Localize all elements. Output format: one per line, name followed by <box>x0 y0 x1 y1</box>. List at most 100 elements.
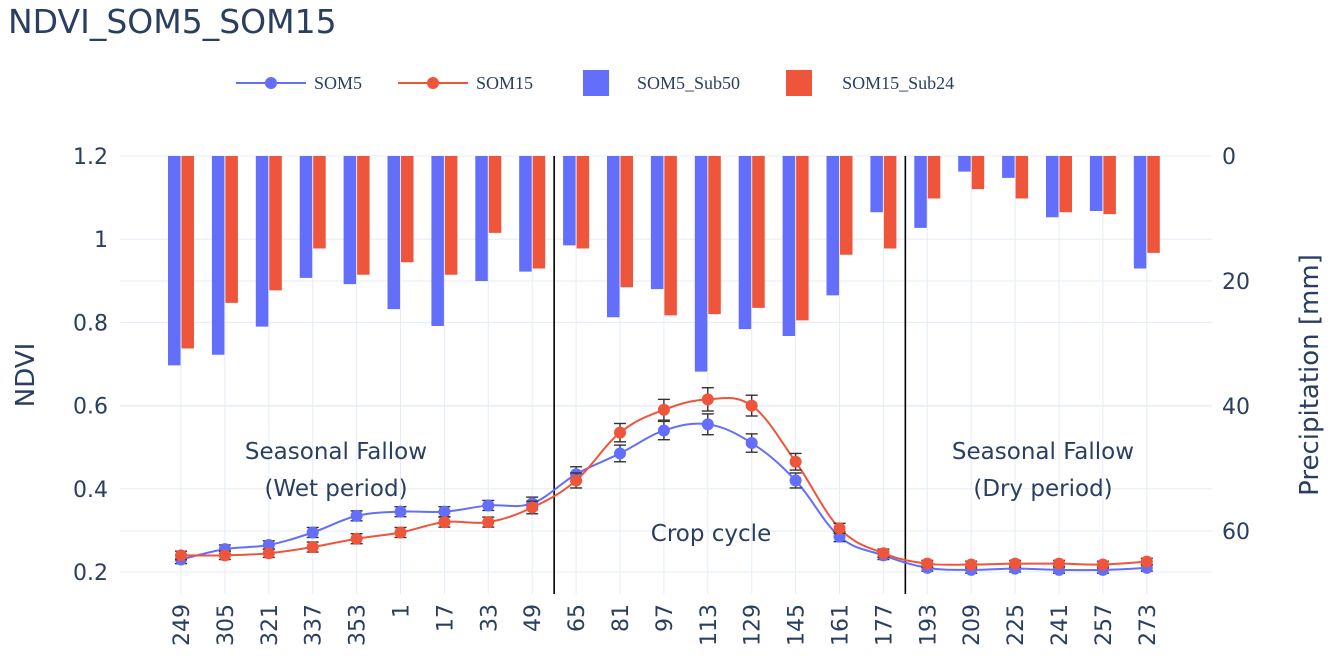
bar-som5_sub50 <box>475 156 488 281</box>
legend-bar-icon <box>786 70 813 96</box>
legend-label-som15: SOM15 <box>476 72 534 93</box>
bar-som5_sub50 <box>607 156 620 318</box>
bar-som15_sub24 <box>752 156 765 308</box>
point-som15 <box>789 455 802 468</box>
annotation-wet-fallow: Seasonal Fallow <box>245 439 427 465</box>
legend-label-som15-sub24: SOM15_Sub24 <box>842 72 955 93</box>
x-tick-label: 161 <box>829 604 854 646</box>
bar-som15_sub24 <box>840 156 853 255</box>
x-tick-label: 305 <box>214 604 239 646</box>
x-tick-label: 321 <box>258 604 283 646</box>
bar-som5_sub50 <box>1133 156 1147 269</box>
bar-som5_sub50 <box>1046 156 1059 218</box>
legend-item-som15[interactable]: SOM15 <box>398 73 533 94</box>
point-som15 <box>1096 558 1109 571</box>
x-tick-label: 177 <box>872 604 897 646</box>
bar-som15_sub24 <box>1147 156 1160 253</box>
point-som5 <box>350 509 363 522</box>
bar-som5_sub50 <box>431 156 444 326</box>
x-tick-label: 81 <box>609 604 634 632</box>
point-som15 <box>306 541 319 554</box>
y-tick-label: 0.6 <box>73 395 108 420</box>
point-som15 <box>526 501 539 514</box>
y2-tick-label: 0 <box>1222 145 1236 170</box>
bar-som5_sub50 <box>168 156 181 366</box>
bar-som5_sub50 <box>914 156 927 228</box>
x-tick-label: 353 <box>346 604 371 646</box>
point-som15 <box>218 549 231 562</box>
point-som15 <box>701 393 714 406</box>
x-tick-label: 249 <box>170 604 195 646</box>
point-som15 <box>1053 557 1065 570</box>
bar-som15_sub24 <box>488 156 502 233</box>
bar-som15_sub24 <box>1059 156 1072 213</box>
bar-som15_sub24 <box>225 156 238 303</box>
bar-som5_sub50 <box>650 156 664 290</box>
x-tick-label: 49 <box>521 604 546 632</box>
x-tick-label: 145 <box>785 604 810 646</box>
bar-som5_sub50 <box>870 156 883 213</box>
point-som5 <box>482 499 495 512</box>
bar-som15_sub24 <box>313 156 326 249</box>
legend-item-som5[interactable]: SOM5 <box>236 73 362 94</box>
legend-line-marker-icon <box>236 77 306 89</box>
point-som15 <box>745 399 758 412</box>
point-som5 <box>394 505 407 518</box>
bar-som5_sub50 <box>958 156 971 172</box>
bar-som15_sub24 <box>664 156 677 316</box>
bar-som5_sub50 <box>519 156 532 272</box>
bar-som15_sub24 <box>401 156 414 263</box>
bar-som5_sub50 <box>343 156 357 285</box>
legend-item-som15-sub24[interactable]: SOM15_Sub24 <box>782 68 954 98</box>
bar-som5_sub50 <box>387 156 400 310</box>
y-tick-label: 1 <box>94 228 108 253</box>
bar-som5_sub50 <box>738 156 752 330</box>
annotation-dry-period: (Dry period) <box>973 476 1112 502</box>
bar-som15_sub24 <box>532 156 546 269</box>
point-som15 <box>350 532 363 545</box>
bar-som15_sub24 <box>357 156 370 275</box>
x-tick-label: 193 <box>916 604 941 646</box>
legend-bar-icon <box>583 70 610 96</box>
point-som5 <box>657 424 670 437</box>
x-tick-label: 1 <box>390 604 415 618</box>
y2-axis-title: Precipitation [mm] <box>1295 254 1325 496</box>
legend-item-som5-sub50[interactable]: SOM5_Sub50 <box>579 68 740 98</box>
bar-som5_sub50 <box>1002 156 1015 178</box>
x-tick-label: 33 <box>477 604 502 632</box>
x-tick-label: 241 <box>1048 604 1073 646</box>
bar-som15_sub24 <box>708 156 721 315</box>
x-tick-label: 209 <box>960 604 985 646</box>
bar-som15_sub24 <box>796 156 809 321</box>
bar-som15_sub24 <box>1103 156 1116 215</box>
legend[interactable]: SOM5 SOM15 SOM5_Sub50 SOM15_Sub24 <box>236 68 990 98</box>
vline-layer <box>553 156 907 594</box>
x-tick-label: 65 <box>565 604 590 632</box>
x-tick-label: 97 <box>653 604 678 632</box>
y-tick-label: 0.2 <box>73 561 108 586</box>
bar-som5_sub50 <box>782 156 796 336</box>
point-som15 <box>175 549 187 562</box>
y2-tick-label: 60 <box>1222 520 1250 545</box>
bar-som15_sub24 <box>576 156 590 249</box>
point-som15 <box>965 558 978 571</box>
bar-som15_sub24 <box>181 156 194 349</box>
point-som15 <box>657 403 670 416</box>
annot-layer: Seasonal Fallow (Wet period) Crop cycle … <box>245 439 1134 547</box>
point-som15 <box>833 522 846 535</box>
annotation-dry-fallow: Seasonal Fallow <box>952 439 1134 465</box>
point-som15 <box>262 547 275 560</box>
bar-som15_sub24 <box>971 156 985 190</box>
bar-som5_sub50 <box>299 156 313 278</box>
y-tick-label: 0.8 <box>73 311 108 336</box>
bar-som5_sub50 <box>826 156 839 296</box>
bar-som15_sub24 <box>269 156 282 291</box>
point-som5 <box>614 447 626 460</box>
x-tick-label: 273 <box>1136 604 1161 646</box>
point-som15 <box>438 516 451 529</box>
point-som5 <box>438 505 451 518</box>
point-som5 <box>701 418 714 431</box>
legend-line-marker-icon <box>398 77 469 89</box>
